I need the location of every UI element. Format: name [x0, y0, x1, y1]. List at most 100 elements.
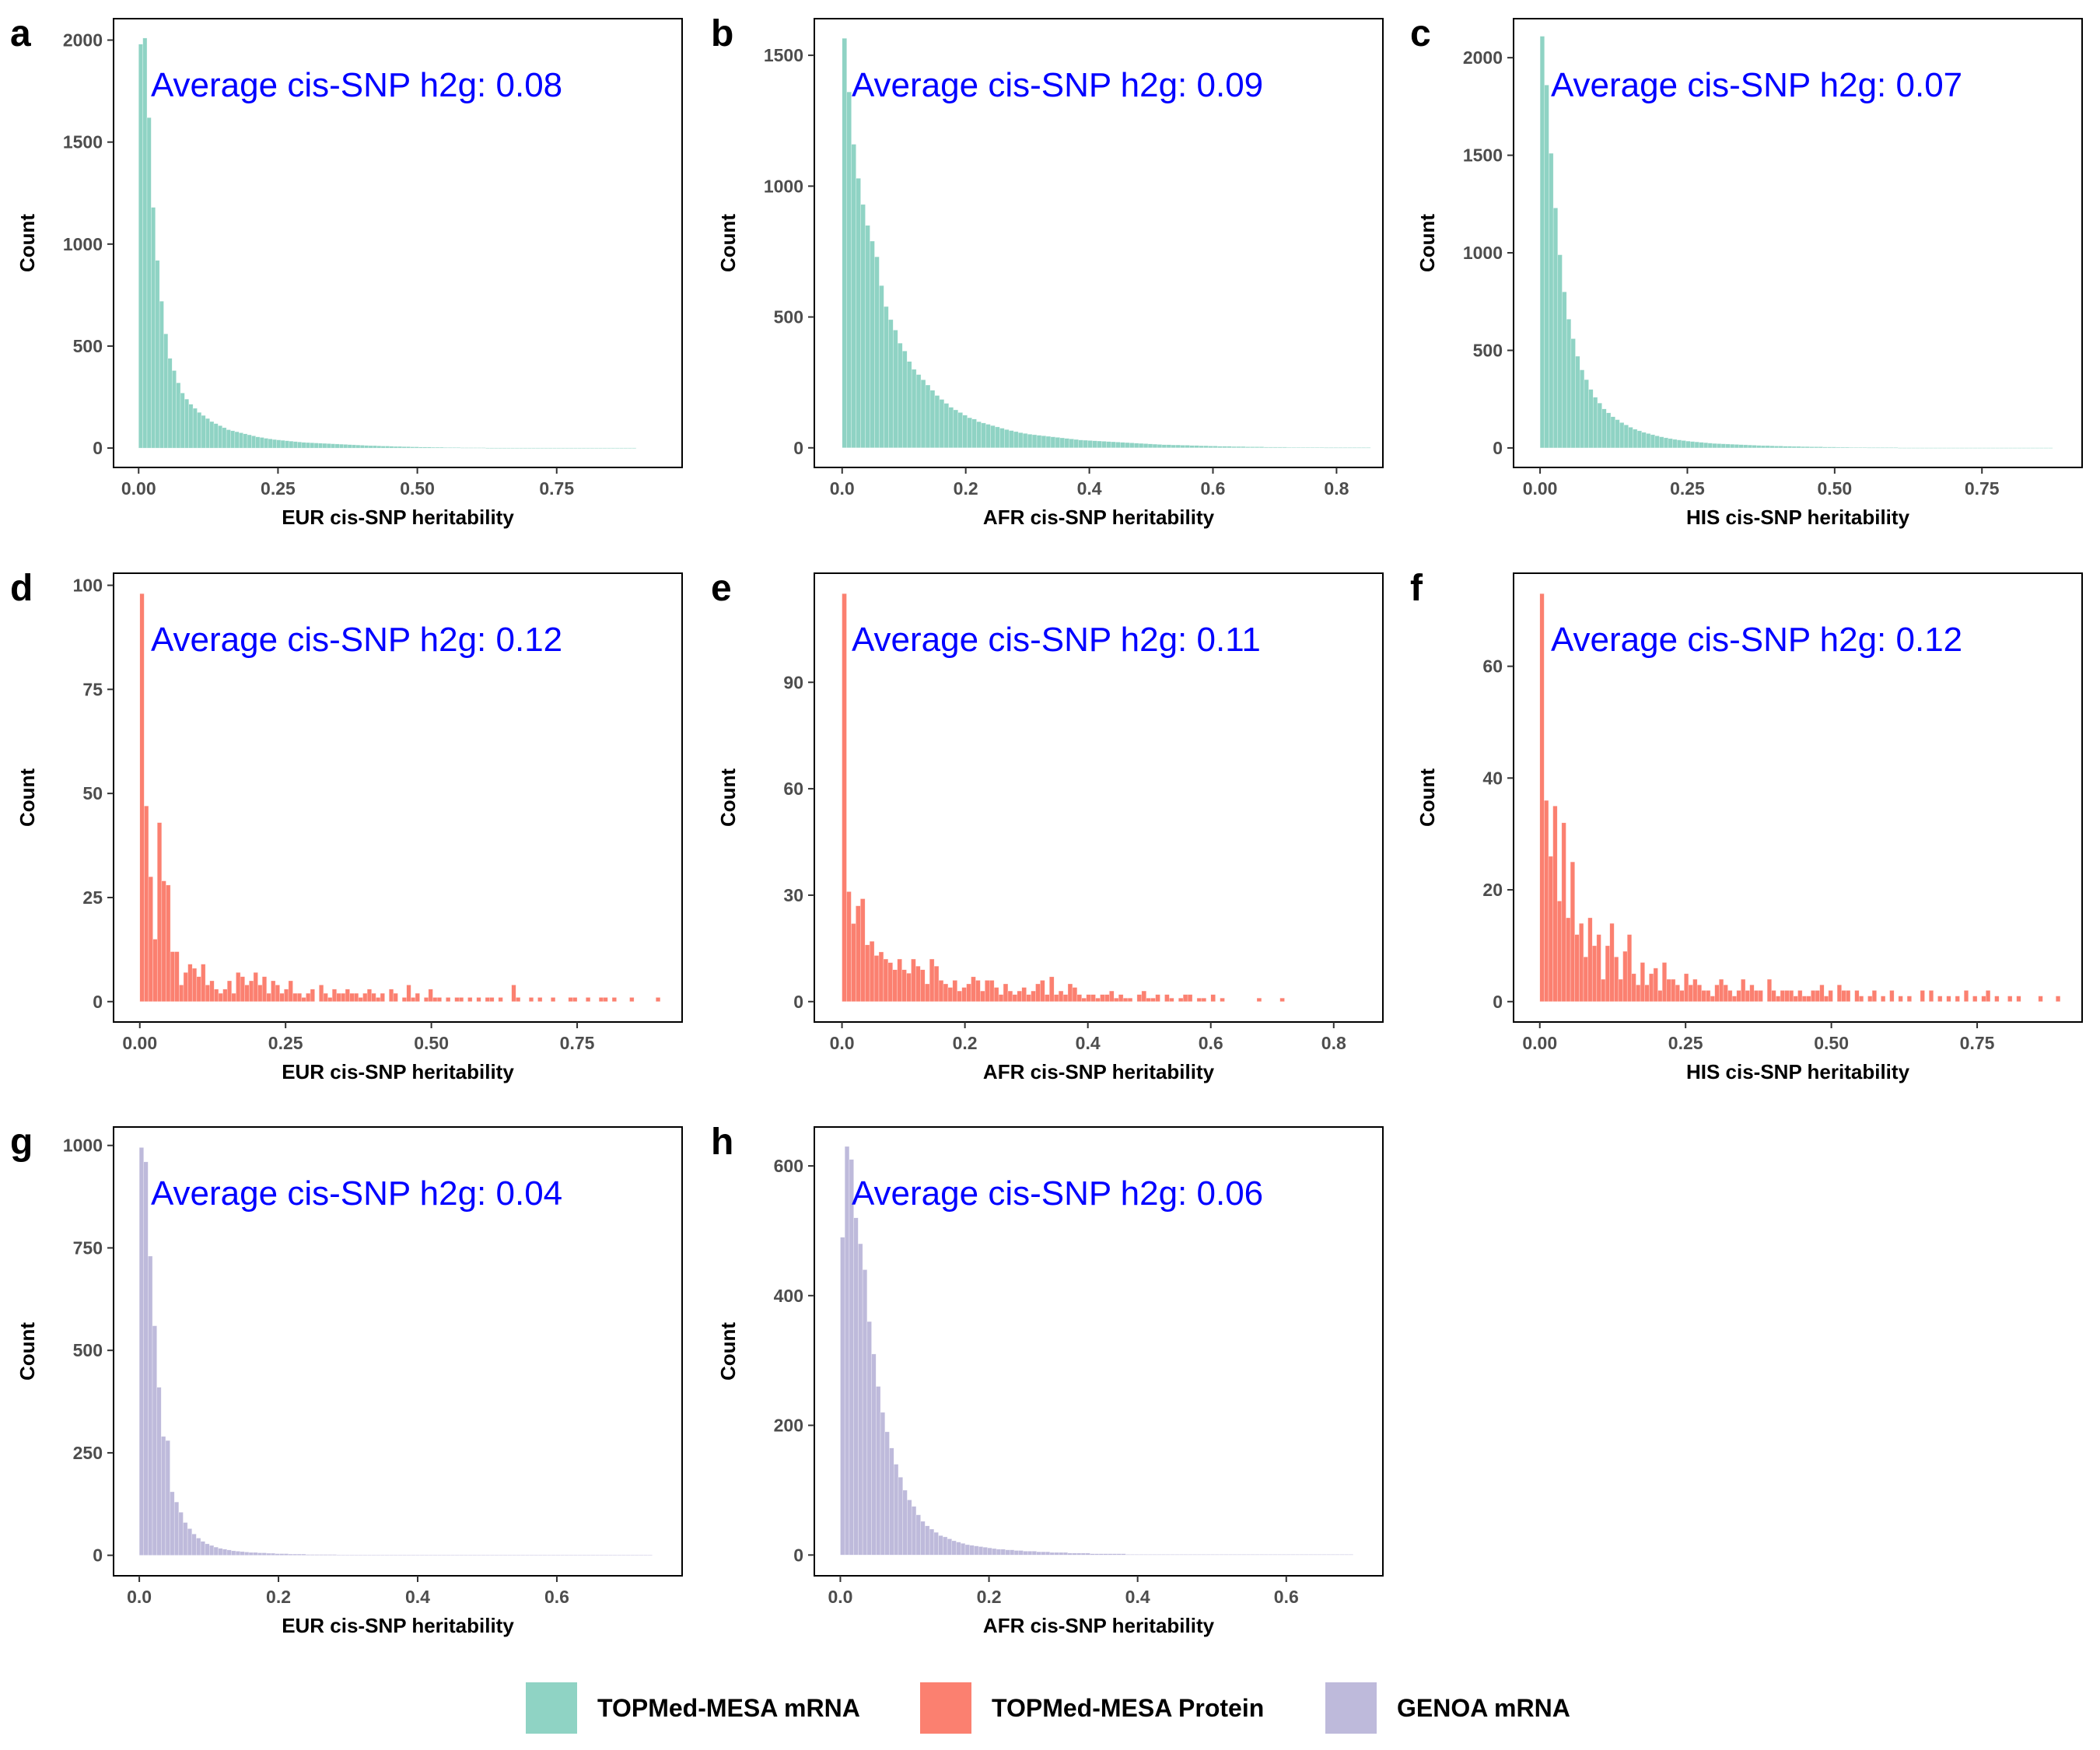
bar	[516, 1554, 521, 1556]
bar	[456, 447, 461, 449]
bar	[1801, 446, 1806, 449]
bar	[239, 432, 243, 449]
bar	[1035, 983, 1041, 1003]
panel-letter: e	[711, 568, 732, 609]
bar	[285, 440, 290, 449]
legend-label-topmed-mesa-mrna: TOPMed-MESA mRNA	[597, 1694, 860, 1722]
bar	[151, 207, 156, 449]
bar	[1906, 996, 1912, 1003]
bar	[1152, 1554, 1157, 1556]
bar	[1157, 1554, 1162, 1556]
x-tick-label: 0.75	[1960, 1033, 1995, 1053]
bar	[499, 1554, 504, 1556]
bar	[235, 1551, 241, 1556]
bar	[1352, 447, 1357, 449]
histogram-bars	[139, 593, 661, 1003]
bar	[947, 987, 954, 1003]
bar	[1308, 1554, 1314, 1556]
bar	[1122, 997, 1129, 1003]
y-tick-label: 100	[73, 576, 103, 596]
bar	[1027, 1551, 1033, 1556]
bar	[887, 962, 894, 1003]
bar	[915, 1514, 921, 1556]
bar	[1268, 446, 1274, 449]
bar	[1100, 994, 1105, 1003]
bar	[851, 923, 856, 1003]
bar	[481, 447, 486, 449]
bar	[1579, 369, 1585, 449]
bar	[296, 992, 303, 1003]
bar	[1263, 1554, 1269, 1556]
bar	[2038, 996, 2043, 1003]
bar	[1723, 984, 1728, 1003]
bar	[1178, 1554, 1185, 1556]
bar	[1671, 978, 1676, 1003]
bar	[2007, 996, 2013, 1003]
bar	[446, 997, 451, 1003]
bar	[1981, 996, 1986, 1003]
bar	[1360, 447, 1367, 449]
bar	[1898, 996, 1903, 1003]
bar	[176, 382, 181, 449]
bar	[201, 415, 206, 449]
bar	[485, 1554, 491, 1556]
bar	[1017, 990, 1022, 1003]
bar	[1236, 446, 1241, 449]
bar	[598, 447, 604, 449]
y-axis-title: Count	[16, 214, 39, 272]
x-axis-title: EUR cis-SNP heritability	[282, 1060, 514, 1083]
x-tick-label: 0.4	[1125, 1587, 1150, 1607]
bar	[447, 447, 453, 449]
bar	[155, 260, 160, 449]
histogram-bars	[842, 37, 1371, 449]
bar	[1296, 446, 1301, 449]
bar	[1570, 861, 1575, 1003]
bar	[1194, 445, 1199, 449]
bar	[1915, 447, 1920, 449]
bar	[1338, 447, 1343, 449]
legend: TOPMed-MESA mRNA TOPMed-MESA Protein GEN…	[526, 1682, 1570, 1734]
bar	[2016, 996, 2021, 1003]
bar	[1115, 442, 1121, 449]
bar	[893, 330, 898, 449]
bar	[313, 443, 319, 449]
bar	[996, 1549, 1002, 1556]
bar	[978, 1546, 984, 1556]
bar	[279, 1553, 285, 1556]
bar	[1756, 445, 1762, 449]
bar	[218, 992, 223, 1003]
bar	[869, 940, 875, 1003]
bar	[1972, 996, 1978, 1003]
bar	[957, 990, 962, 1003]
bar	[139, 593, 145, 1003]
bar	[435, 446, 440, 449]
bar	[292, 992, 298, 1003]
bar	[982, 1547, 988, 1556]
bar	[352, 444, 357, 449]
annotation: Average cis-SNP h2g: 0.07	[1551, 66, 1962, 104]
bar	[345, 1554, 350, 1556]
bar	[1073, 439, 1079, 449]
bar	[406, 985, 411, 1003]
bar	[1214, 1554, 1220, 1556]
bar	[142, 37, 148, 449]
bar	[1203, 445, 1209, 449]
bar	[411, 997, 416, 1003]
bar	[1784, 990, 1790, 1003]
bar	[1738, 444, 1744, 449]
bar	[1937, 447, 1943, 449]
bar	[537, 997, 543, 1003]
bar	[458, 997, 464, 1003]
bar	[1853, 446, 1859, 449]
bar	[397, 446, 403, 449]
bar	[603, 997, 608, 1003]
bar	[1815, 990, 1820, 1003]
bar	[1840, 446, 1846, 449]
bar	[607, 447, 611, 449]
bar	[1806, 996, 1811, 1003]
bar	[1663, 437, 1669, 449]
bar	[582, 1554, 587, 1556]
bar	[418, 446, 424, 449]
bar	[1754, 990, 1759, 1003]
